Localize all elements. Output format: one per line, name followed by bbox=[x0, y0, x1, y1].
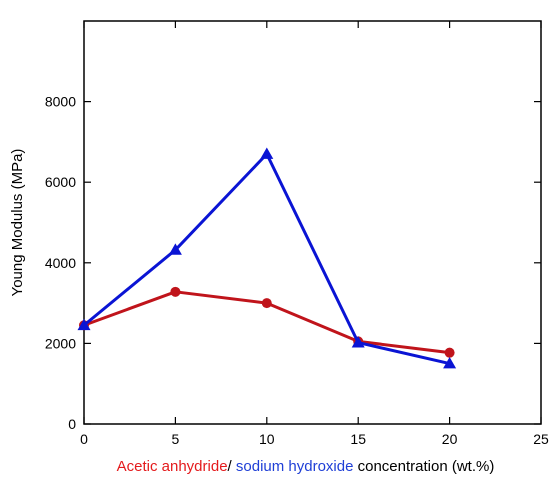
series-1-point bbox=[77, 318, 91, 331]
series-1-point bbox=[351, 336, 365, 348]
x-tick-label: 0 bbox=[80, 431, 88, 447]
series-1 bbox=[77, 147, 457, 369]
y-tick-label: 8000 bbox=[45, 94, 76, 110]
x-axis-label: Acetic anhydride/ sodium hydroxide conce… bbox=[117, 458, 495, 475]
y-tick-label: 2000 bbox=[45, 335, 76, 351]
x-tick-label: 20 bbox=[442, 431, 458, 447]
plot-frame bbox=[83, 20, 542, 425]
series-layer bbox=[77, 147, 457, 369]
y-tick-label: 4000 bbox=[45, 255, 76, 271]
x-axis-label-part: Acetic anhydride bbox=[117, 458, 228, 475]
series-1-point bbox=[260, 147, 274, 159]
y-tick-label: 6000 bbox=[45, 174, 76, 190]
series-1-point bbox=[443, 357, 457, 369]
x-tick-label: 15 bbox=[350, 431, 366, 447]
y-axis-label: Young Modulus (MPa) bbox=[9, 149, 26, 297]
x-axis-label-part: / bbox=[228, 458, 236, 475]
x-tick-label: 5 bbox=[172, 431, 180, 447]
y-tick-label: 0 bbox=[68, 416, 76, 432]
x-tick-label: 25 bbox=[533, 431, 549, 447]
x-tick-label: 10 bbox=[259, 431, 275, 447]
y-axis-ticks: 0 2000 4000 6000 8000 bbox=[45, 94, 541, 432]
series-1-point bbox=[168, 243, 182, 255]
series-0-point bbox=[170, 286, 181, 297]
x-axis-ticks: 0 5 10 15 20 25 bbox=[80, 21, 549, 447]
x-axis-label-part: concentration (wt.%) bbox=[353, 458, 494, 475]
series-0-point bbox=[444, 347, 455, 358]
x-axis-label-part: sodium hydroxide bbox=[236, 458, 354, 475]
series-1-line bbox=[83, 152, 450, 366]
series-0 bbox=[79, 286, 455, 358]
series-0-point bbox=[261, 298, 272, 309]
